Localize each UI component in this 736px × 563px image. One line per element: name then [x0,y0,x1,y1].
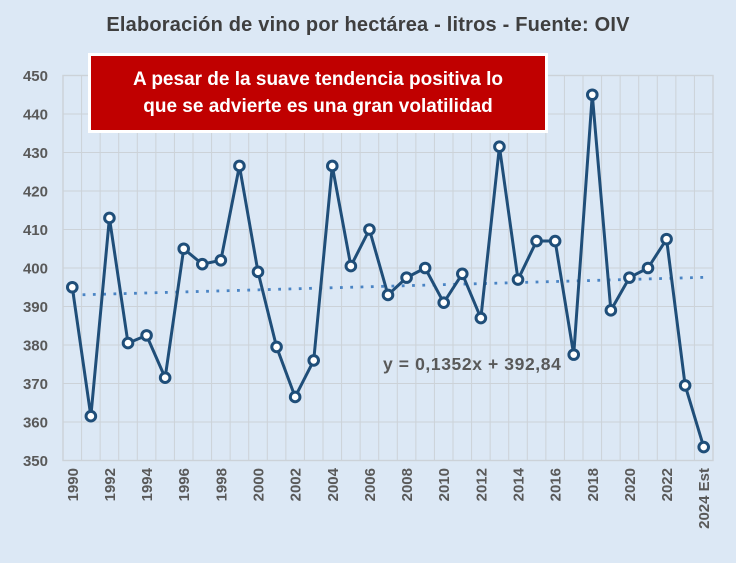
x-tick-label: 1992 [102,468,119,501]
x-tick-label: 2016 [548,468,565,501]
data-point [660,232,673,246]
data-point [437,296,451,309]
data-point [103,211,116,225]
x-tick-label: 2020 [622,468,639,501]
data-point [548,234,562,248]
data-point [604,304,618,317]
y-tick-label: 410 [23,222,48,239]
x-tick-label: 2012 [473,468,490,501]
data-point [381,288,395,302]
data-point [623,271,636,284]
data-point [121,336,135,350]
chart-title: Elaboración de vino por hectárea - litro… [106,14,630,36]
data-point [363,223,376,236]
data-point [455,267,469,281]
annotation-callout: A pesar de la suave tendencia positiva l… [88,53,548,133]
data-point [177,242,191,256]
data-point [251,265,265,279]
y-tick-label: 430 [23,145,48,162]
data-point [65,280,79,294]
data-point [214,253,228,267]
data-point [697,440,711,454]
data-point [511,273,525,286]
x-tick-label: 2022 [659,468,676,501]
data-point [567,348,581,361]
y-tick-label: 400 [23,261,48,278]
data-point [140,329,153,342]
x-tick-label: 2014 [511,467,528,501]
data-point [288,390,302,404]
data-point [585,88,599,102]
x-tick-label: 2002 [288,468,305,501]
data-point [270,340,283,354]
x-tick-label: 2018 [585,468,602,501]
data-point [400,271,413,284]
data-point [84,409,98,423]
data-point [195,257,209,271]
y-tick-label: 390 [23,299,48,316]
x-tick-label: 1998 [213,468,230,501]
x-tick-label: 1990 [65,468,82,501]
y-tick-label: 450 [23,68,48,85]
data-point [344,259,358,273]
x-tick-label: 2006 [362,468,379,501]
y-tick-label: 380 [23,338,48,355]
x-tick-label: 2000 [251,468,268,501]
x-tick-label: 2008 [399,468,416,501]
x-tick-label: 1994 [139,467,156,501]
data-point [307,354,321,367]
y-tick-label: 350 [23,453,48,470]
series-line [70,93,706,448]
data-point [493,140,506,154]
data-point [325,159,339,173]
data-point [418,261,432,275]
data-point [158,371,172,385]
y-tick-label: 360 [23,415,48,432]
x-tick-label: 1996 [176,468,193,501]
data-point [641,261,655,275]
data-point [233,159,246,173]
annotation-line-2: que se advierte es una gran volatilidad [143,96,493,117]
y-tick-label: 370 [23,376,48,393]
y-tick-label: 420 [23,184,48,201]
data-point [474,311,488,325]
y-tick-label: 440 [23,107,48,124]
x-tick-label: 2004 [325,467,342,501]
x-tick-label: 2024 Est [696,468,713,529]
data-point [678,379,692,392]
annotation-line-1: A pesar de la suave tendencia positiva l… [133,69,503,90]
trendline-equation: y = 0,1352x + 392,84 [383,354,562,374]
data-point [530,234,543,248]
x-tick-label: 2010 [436,468,453,501]
